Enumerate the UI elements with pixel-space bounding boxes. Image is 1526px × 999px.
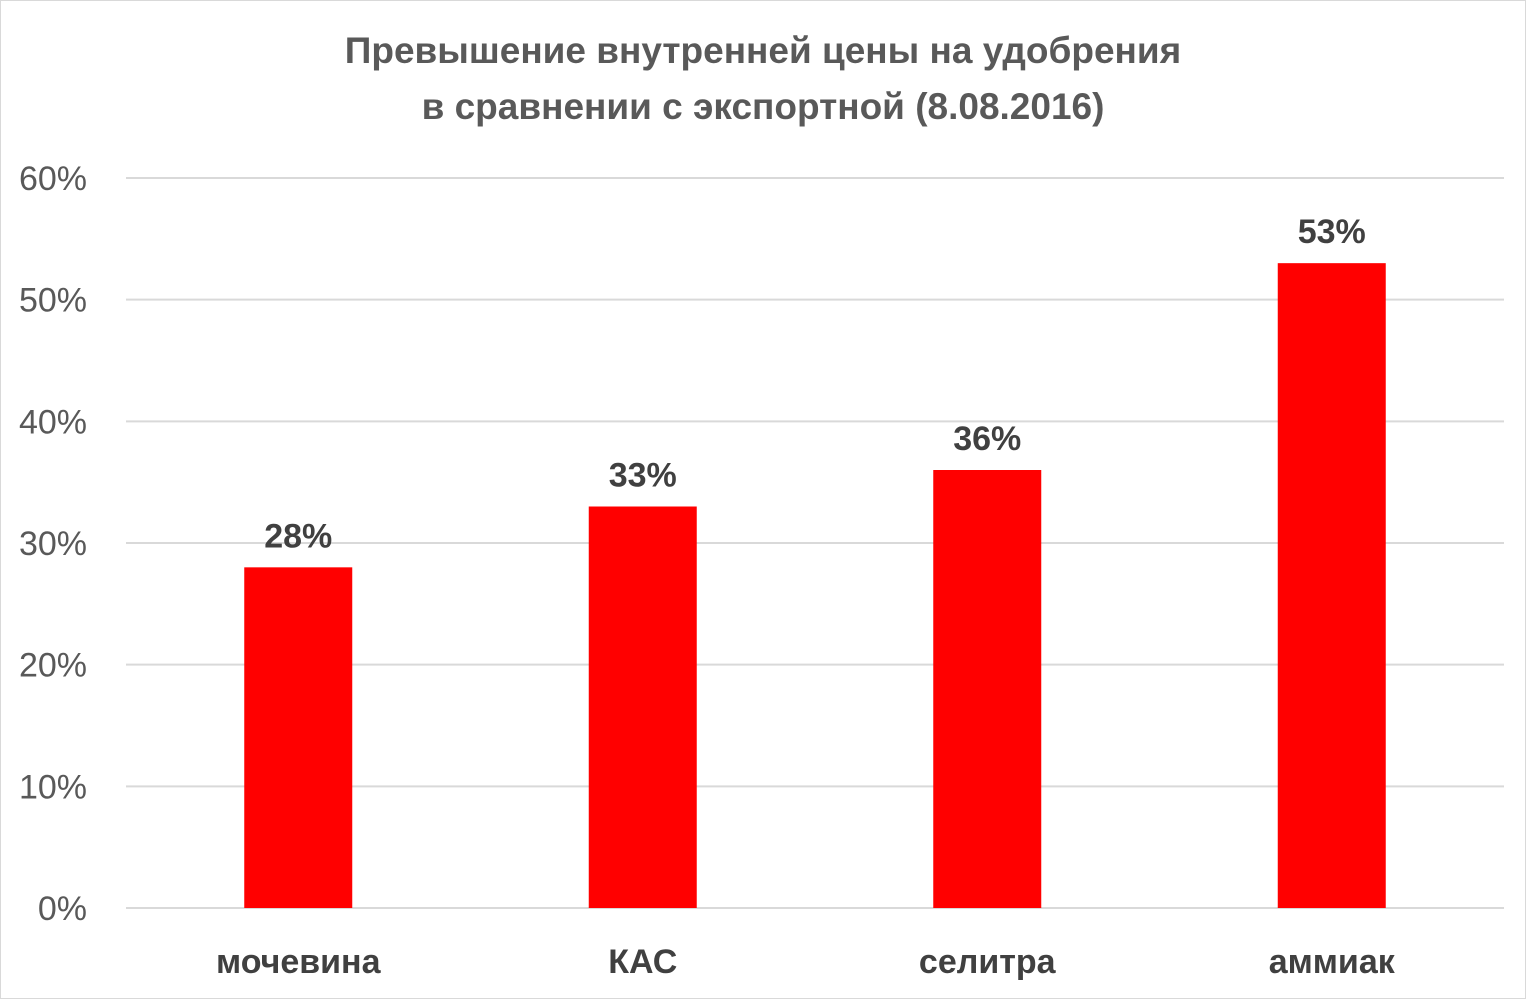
y-tick-label: 50% <box>19 282 87 320</box>
bar <box>588 506 697 908</box>
y-tick-label: 0% <box>38 890 87 928</box>
data-label: 28% <box>264 517 332 555</box>
data-label: 36% <box>953 420 1021 458</box>
data-label: 53% <box>1298 213 1366 251</box>
bar <box>244 567 353 908</box>
x-tick-label: КАС <box>608 943 677 981</box>
bar <box>1277 263 1386 909</box>
data-label: 33% <box>609 457 677 495</box>
x-tick-label: мочевина <box>216 943 382 981</box>
chart-title-line-1: Превышение внутренней цены на удобрения <box>344 30 1182 71</box>
y-tick-label: 20% <box>19 647 87 685</box>
y-tick-label: 30% <box>19 525 87 563</box>
y-tick-label: 10% <box>19 768 87 806</box>
bar <box>933 470 1042 908</box>
y-tick-label: 40% <box>19 403 87 441</box>
chart-title-line-2: в сравнении с экспортной (8.08.2016) <box>421 86 1105 127</box>
x-tick-label: аммиак <box>1269 943 1396 981</box>
chart-title: Превышение внутренней цены на удобрения … <box>1 23 1525 135</box>
x-tick-label: селитра <box>919 943 1057 981</box>
y-tick-label: 60% <box>19 160 87 198</box>
